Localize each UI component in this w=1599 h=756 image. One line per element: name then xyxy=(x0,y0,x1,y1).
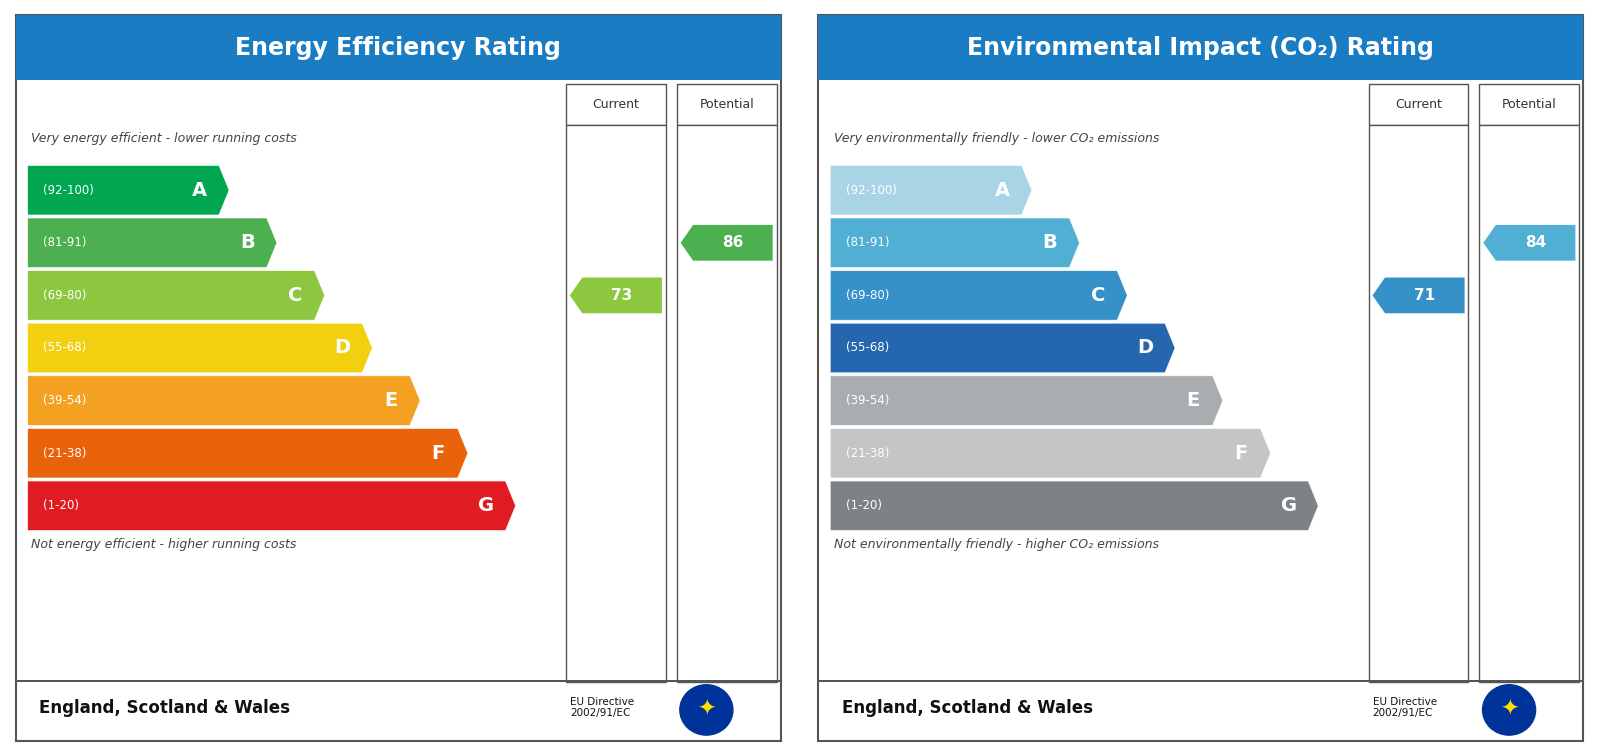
Bar xyxy=(566,125,665,682)
Text: Potential: Potential xyxy=(699,98,755,110)
Bar xyxy=(1369,84,1468,125)
Circle shape xyxy=(680,685,732,735)
Text: E: E xyxy=(1186,391,1199,410)
Text: (55-68): (55-68) xyxy=(846,342,889,355)
Bar xyxy=(16,15,780,80)
Text: (92-100): (92-100) xyxy=(846,184,897,197)
Text: ✦: ✦ xyxy=(697,700,716,720)
Polygon shape xyxy=(681,225,772,261)
Bar xyxy=(676,125,777,682)
Text: Current: Current xyxy=(592,98,640,110)
Text: B: B xyxy=(240,234,254,253)
Polygon shape xyxy=(27,166,229,215)
Polygon shape xyxy=(27,376,421,426)
Text: G: G xyxy=(1281,496,1297,516)
Circle shape xyxy=(1482,685,1535,735)
Bar xyxy=(566,84,665,125)
Text: (21-38): (21-38) xyxy=(846,447,889,460)
Text: D: D xyxy=(1137,339,1153,358)
Bar xyxy=(16,680,780,682)
Text: F: F xyxy=(432,444,445,463)
Text: Not environmentally friendly - higher CO₂ emissions: Not environmentally friendly - higher CO… xyxy=(835,538,1159,551)
Polygon shape xyxy=(830,481,1318,531)
Polygon shape xyxy=(830,376,1223,426)
Polygon shape xyxy=(27,218,277,268)
Text: ✦: ✦ xyxy=(1500,700,1519,720)
Text: 71: 71 xyxy=(1414,288,1436,303)
Polygon shape xyxy=(27,323,373,373)
Text: (69-80): (69-80) xyxy=(43,289,86,302)
Text: A: A xyxy=(192,181,206,200)
Text: England, Scotland & Wales: England, Scotland & Wales xyxy=(40,699,289,717)
Polygon shape xyxy=(830,271,1127,321)
Text: Current: Current xyxy=(1394,98,1442,110)
Text: F: F xyxy=(1234,444,1247,463)
Bar xyxy=(1479,125,1580,682)
Text: Not energy efficient - higher running costs: Not energy efficient - higher running co… xyxy=(32,538,297,551)
Bar xyxy=(819,15,1583,80)
Text: (55-68): (55-68) xyxy=(43,342,86,355)
Text: (1-20): (1-20) xyxy=(846,499,881,513)
Polygon shape xyxy=(569,277,662,313)
Text: (81-91): (81-91) xyxy=(846,237,889,249)
Text: B: B xyxy=(1043,234,1057,253)
Text: Energy Efficiency Rating: Energy Efficiency Rating xyxy=(235,36,561,60)
Text: 86: 86 xyxy=(723,235,744,250)
Bar xyxy=(676,84,777,125)
Text: C: C xyxy=(288,286,302,305)
Text: (81-91): (81-91) xyxy=(43,237,86,249)
Polygon shape xyxy=(27,271,325,321)
Polygon shape xyxy=(27,481,515,531)
Text: Environmental Impact (CO₂) Rating: Environmental Impact (CO₂) Rating xyxy=(967,36,1434,60)
Polygon shape xyxy=(27,429,469,478)
Text: D: D xyxy=(334,339,350,358)
Polygon shape xyxy=(830,429,1271,478)
Text: (39-54): (39-54) xyxy=(43,394,86,407)
Text: (21-38): (21-38) xyxy=(43,447,86,460)
Text: C: C xyxy=(1091,286,1105,305)
Text: EU Directive
2002/91/EC: EU Directive 2002/91/EC xyxy=(1372,697,1436,718)
Bar xyxy=(1479,84,1580,125)
Bar xyxy=(819,680,1583,682)
Polygon shape xyxy=(1372,277,1465,313)
Text: (69-80): (69-80) xyxy=(846,289,889,302)
Text: Potential: Potential xyxy=(1501,98,1557,110)
Text: (1-20): (1-20) xyxy=(43,499,78,513)
Polygon shape xyxy=(830,218,1079,268)
Text: E: E xyxy=(384,391,397,410)
Text: G: G xyxy=(478,496,494,516)
Text: (92-100): (92-100) xyxy=(43,184,94,197)
Text: 84: 84 xyxy=(1525,235,1546,250)
Text: Very environmentally friendly - lower CO₂ emissions: Very environmentally friendly - lower CO… xyxy=(835,132,1159,145)
Text: Very energy efficient - lower running costs: Very energy efficient - lower running co… xyxy=(32,132,297,145)
Text: EU Directive
2002/91/EC: EU Directive 2002/91/EC xyxy=(569,697,633,718)
Text: England, Scotland & Wales: England, Scotland & Wales xyxy=(843,699,1092,717)
Text: 73: 73 xyxy=(611,288,633,303)
Polygon shape xyxy=(830,166,1031,215)
Polygon shape xyxy=(1484,225,1575,261)
Text: A: A xyxy=(995,181,1009,200)
Bar xyxy=(1369,125,1468,682)
Text: (39-54): (39-54) xyxy=(846,394,889,407)
Polygon shape xyxy=(830,323,1175,373)
